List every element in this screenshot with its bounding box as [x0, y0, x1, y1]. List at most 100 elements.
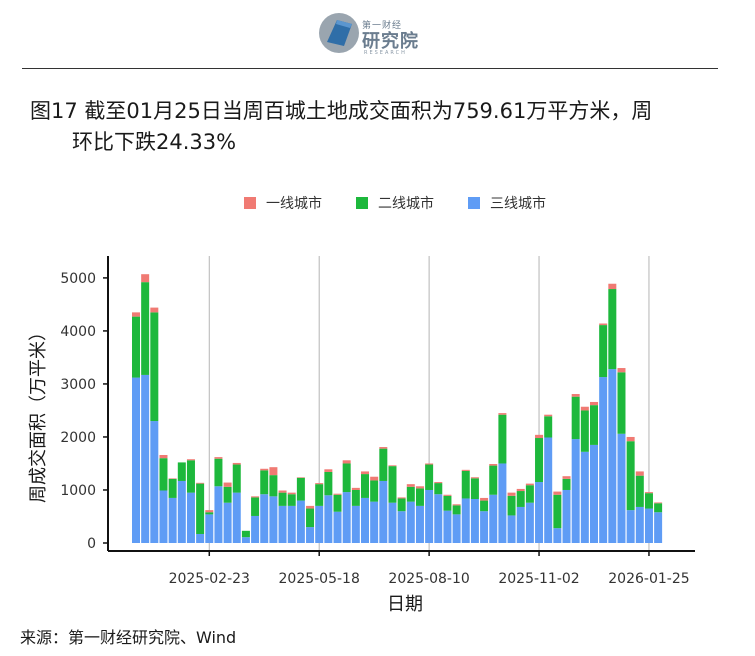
bar-tier1-18: [296, 477, 305, 478]
bar-tier3-1: [141, 374, 150, 543]
bar-tier3-49: [580, 451, 589, 543]
y-tick-label-5000: 5000: [60, 271, 96, 287]
bar-tier3-52: [608, 369, 617, 543]
bar-tier3-43: [525, 502, 534, 543]
bar-tier3-35: [452, 514, 461, 543]
x-tick-label-2: 2025-08-10: [388, 571, 469, 587]
bar-tier1-35: [452, 504, 461, 506]
bar-tier2-32: [425, 464, 434, 490]
bar-tier2-22: [333, 494, 342, 512]
bar-tier2-18: [296, 477, 305, 501]
bar-tier2-27: [379, 448, 388, 481]
legend-label-tier3: 三线城市: [490, 196, 546, 212]
bar-tier2-3: [159, 458, 168, 491]
bar-tier1-21: [324, 469, 333, 472]
logo-top-text: 第一财经: [362, 21, 403, 31]
bar-tier3-55: [635, 506, 644, 543]
bar-tier3-54: [626, 510, 635, 543]
bar-tier2-5: [177, 462, 186, 481]
y-tick-label-3000: 3000: [60, 377, 96, 393]
bar-tier1-36: [461, 469, 470, 471]
bar-tier3-19: [306, 527, 315, 543]
bar-tier1-19: [306, 505, 315, 509]
x-tick-label-1: 2025-05-18: [279, 571, 360, 587]
bar-tier2-30: [406, 486, 415, 502]
bar-tier2-10: [223, 486, 232, 503]
bar-tier1-22: [333, 493, 342, 495]
bar-tier2-13: [251, 497, 260, 516]
bar-tier2-20: [315, 484, 324, 506]
bar-tier2-14: [260, 470, 269, 495]
x-tick-label-4: 2026-01-25: [608, 571, 689, 587]
bar-tier3-48: [571, 439, 580, 543]
bar-tier1-15: [269, 467, 278, 476]
bar-tier2-17: [287, 494, 296, 506]
bar-tier2-57: [654, 503, 663, 513]
bar-tier3-14: [260, 494, 269, 543]
bar-tier3-25: [361, 497, 369, 543]
bar-tier2-39: [489, 465, 498, 495]
bar-tier1-45: [544, 414, 553, 417]
bar-tier3-33: [434, 494, 443, 543]
bar-tier3-12: [241, 537, 250, 543]
legend-swatch-tier1: [244, 197, 256, 209]
bar-tier2-9: [214, 458, 223, 487]
bar-tier2-51: [599, 325, 608, 378]
bar-tier1-11: [232, 462, 241, 465]
bar-tier1-1: [141, 274, 150, 283]
bar-tier3-26: [370, 501, 379, 543]
bar-tier3-6: [186, 492, 195, 543]
bar-tier2-38: [480, 500, 489, 512]
bar-tier2-11: [232, 464, 241, 493]
bar-tier2-2: [150, 312, 159, 422]
x-axis-title: 日期: [387, 594, 423, 615]
bar-tier2-15: [269, 475, 278, 497]
bar-tier3-3: [159, 490, 168, 543]
bar-tier1-10: [223, 482, 232, 487]
bar-tier1-37: [470, 477, 479, 479]
bar-tier3-7: [196, 533, 205, 543]
bar-tier2-6: [186, 460, 195, 493]
bar-tier3-27: [379, 480, 388, 543]
bar-tier3-16: [278, 505, 287, 543]
bar-tier2-53: [617, 372, 626, 434]
bar-tier3-40: [498, 463, 507, 543]
bar-tier3-9: [214, 486, 223, 543]
bar-tier2-36: [461, 470, 470, 499]
bar-tier1-44: [535, 434, 544, 439]
bar-tier2-43: [525, 485, 534, 503]
bar-tier3-8: [205, 514, 214, 543]
legend-item-tier2: 二线城市: [356, 194, 434, 214]
bar-tier1-2: [150, 307, 159, 313]
bar-tier2-33: [434, 483, 443, 495]
chart-bars: [132, 274, 663, 543]
bar-tier1-29: [397, 497, 406, 499]
bar-tier1-32: [425, 463, 434, 465]
bar-tier3-39: [489, 494, 498, 543]
bar-tier2-42: [516, 491, 525, 507]
bar-tier2-0: [132, 316, 140, 378]
brand-logo: 第一财经 研究院 RESEARCH: [318, 12, 428, 56]
bar-tier3-53: [617, 433, 626, 543]
book-icon: [319, 13, 359, 53]
bar-tier1-56: [644, 492, 653, 494]
header-divider: [22, 68, 718, 69]
bar-tier1-34: [443, 494, 452, 496]
bar-tier3-56: [644, 508, 653, 543]
y-tick-label-0: 0: [87, 536, 96, 552]
bar-tier1-28: [388, 465, 397, 467]
bar-tier1-43: [525, 483, 534, 486]
y-tick-label-1000: 1000: [60, 483, 96, 499]
bar-tier3-0: [132, 377, 140, 543]
bar-tier1-50: [590, 401, 598, 406]
bar-tier1-20: [315, 483, 324, 485]
bar-tier1-9: [214, 457, 223, 459]
bar-tier2-21: [324, 471, 333, 496]
bar-tier2-37: [470, 478, 479, 499]
bar-tier3-20: [315, 505, 324, 543]
bar-tier2-50: [590, 405, 598, 445]
bar-tier1-25: [361, 471, 369, 475]
bar-tier1-48: [571, 394, 580, 397]
bar-tier1-14: [260, 468, 269, 471]
bar-tier3-50: [590, 444, 598, 543]
